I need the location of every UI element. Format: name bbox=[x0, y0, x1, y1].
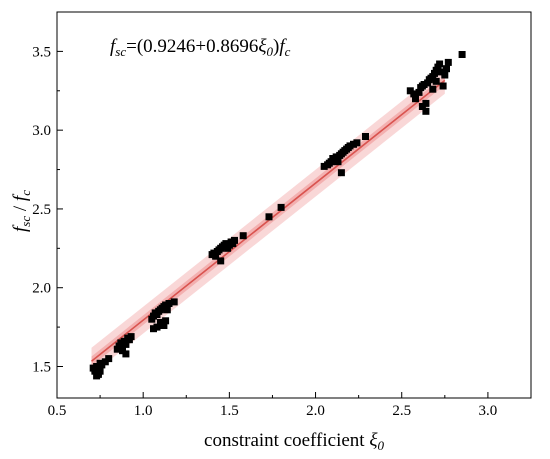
equation-part: sc bbox=[115, 44, 126, 59]
y-axis-ticks: 1.5 2.0 2.5 3.0 3.5 bbox=[32, 44, 63, 375]
x-tick-label: 2.5 bbox=[392, 403, 411, 419]
x-tick-label: 1.0 bbox=[134, 403, 153, 419]
x-axis-title-text: constraint coefficient bbox=[204, 430, 369, 451]
data-point bbox=[437, 68, 445, 76]
data-point bbox=[432, 77, 440, 85]
data-point bbox=[334, 158, 342, 166]
x-tick-label: 0.5 bbox=[48, 403, 67, 419]
data-point bbox=[96, 367, 104, 375]
data-point bbox=[436, 60, 444, 68]
y-tick-label: 1.5 bbox=[32, 359, 51, 375]
y-axis-title-part: f bbox=[10, 193, 31, 201]
equation-part: ξ bbox=[258, 36, 267, 57]
data-point bbox=[160, 322, 168, 329]
data-point bbox=[217, 257, 225, 265]
y-axis-title-part: sc bbox=[18, 216, 33, 227]
data-point bbox=[443, 65, 450, 73]
equation-part: f bbox=[279, 36, 287, 57]
data-point bbox=[239, 232, 247, 240]
data-points bbox=[89, 51, 466, 380]
x-tick-label: 3.0 bbox=[479, 403, 498, 419]
data-point bbox=[418, 103, 426, 110]
data-point bbox=[170, 298, 178, 306]
data-point bbox=[265, 213, 273, 221]
x-axis-title-subscript: 0 bbox=[377, 438, 384, 453]
data-point bbox=[362, 133, 369, 140]
equation-part: c bbox=[285, 44, 291, 59]
data-point bbox=[412, 95, 419, 103]
data-point bbox=[422, 107, 430, 115]
equation-part: f bbox=[110, 36, 118, 57]
equation-part: 0 bbox=[267, 44, 274, 59]
x-axis-title: constraint coefficient ξ0 bbox=[204, 430, 384, 453]
data-point bbox=[165, 300, 173, 307]
equation-part: =(0.9246+0.8696 bbox=[126, 36, 258, 57]
data-point bbox=[415, 88, 423, 96]
y-tick-label: 3.0 bbox=[32, 123, 51, 139]
data-point bbox=[444, 58, 452, 66]
regression-equation: fsc=(0.9246+0.8696ξ0)fc bbox=[110, 36, 291, 59]
data-point bbox=[127, 333, 135, 341]
y-tick-label: 3.5 bbox=[32, 44, 51, 60]
y-axis-title-part: c bbox=[18, 190, 33, 196]
fit-line-group bbox=[90, 79, 446, 362]
plot-frame bbox=[56, 11, 532, 399]
data-point bbox=[212, 252, 220, 260]
data-point bbox=[429, 85, 437, 93]
data-point bbox=[105, 355, 113, 363]
data-point bbox=[337, 169, 345, 177]
y-tick-label: 2.5 bbox=[32, 202, 51, 218]
y-axis-title: fsc / fc bbox=[10, 190, 33, 232]
data-point bbox=[231, 236, 238, 244]
x-axis-ticks: 0.5 1.0 1.5 2.0 2.5 3.0 bbox=[48, 392, 498, 419]
data-point bbox=[353, 139, 361, 147]
data-point bbox=[122, 350, 130, 358]
data-point bbox=[163, 306, 171, 314]
y-axis-title-part: / bbox=[10, 201, 31, 216]
y-axis-title-part: f bbox=[10, 224, 31, 232]
x-tick-label: 1.5 bbox=[220, 403, 239, 419]
data-point bbox=[150, 325, 157, 333]
equation-part: ) bbox=[273, 36, 279, 57]
data-point bbox=[458, 51, 466, 58]
y-tick-label: 2.0 bbox=[32, 281, 51, 297]
data-point bbox=[410, 90, 418, 98]
data-point bbox=[122, 340, 130, 348]
data-point bbox=[162, 317, 170, 325]
fit-line bbox=[90, 79, 446, 362]
data-point bbox=[277, 203, 285, 211]
x-axis-title-symbol: ξ bbox=[369, 430, 378, 451]
data-point bbox=[91, 366, 99, 374]
data-point bbox=[439, 82, 447, 90]
x-tick-label: 2.0 bbox=[306, 403, 325, 419]
